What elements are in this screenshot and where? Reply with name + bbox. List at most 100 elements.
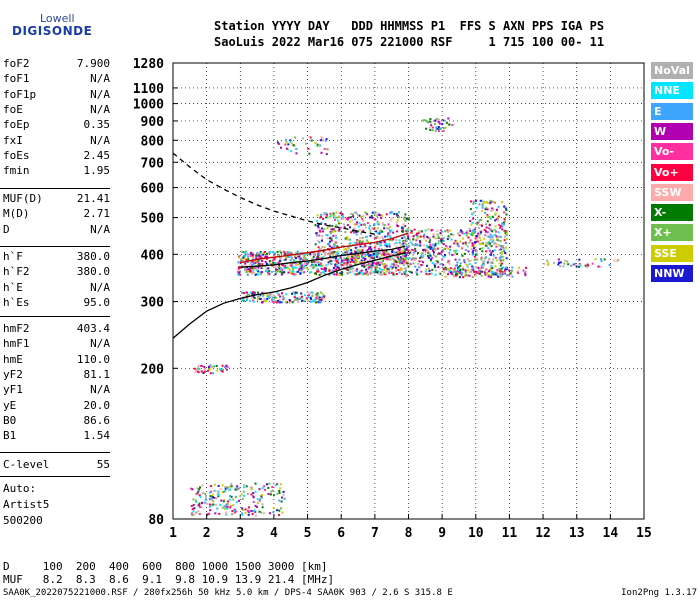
echo-point (409, 241, 412, 244)
echo-point (504, 269, 507, 272)
param-value: N/A (90, 383, 110, 397)
echo-point (477, 232, 480, 235)
echo-point (206, 369, 209, 372)
echo-point (425, 268, 428, 271)
echo-point (427, 252, 430, 255)
param-name: yF1 (3, 383, 23, 397)
echo-point (321, 292, 324, 295)
echo-point (256, 269, 259, 272)
echo-point (411, 232, 414, 235)
echo-point (406, 262, 409, 265)
echo-point (316, 143, 319, 146)
echo-point (267, 273, 270, 276)
echo-point (197, 504, 200, 507)
echo-point (316, 294, 319, 297)
echo-point (433, 254, 436, 257)
echo-point (316, 292, 319, 295)
echo-point (400, 257, 403, 260)
echo-point (311, 265, 314, 268)
echo-point (328, 250, 331, 253)
echo-point (457, 270, 460, 273)
echo-point (317, 270, 320, 273)
echo-point (422, 248, 425, 251)
echo-point (496, 270, 499, 273)
echo-point (360, 223, 363, 226)
echo-point (225, 506, 228, 509)
echo-point (463, 260, 466, 263)
echo-point (396, 214, 399, 217)
echo-point (195, 500, 198, 503)
echo-point (227, 503, 230, 506)
echo-point (333, 250, 336, 253)
echo-point (198, 513, 201, 516)
echo-point (600, 258, 603, 261)
echo-point (291, 270, 294, 273)
trace-x-trace (240, 232, 409, 264)
x-tick-label: 10 (468, 526, 484, 541)
echo-point (326, 237, 329, 240)
echo-point (370, 267, 373, 270)
x-tick-label: 3 (236, 526, 244, 541)
echo-point (343, 263, 346, 266)
param-name: foF1 (3, 72, 30, 86)
echo-point (454, 249, 457, 252)
echo-point (369, 254, 372, 257)
x-tick-label: 15 (636, 526, 652, 541)
echo-point (449, 248, 452, 251)
echo-point (307, 293, 310, 296)
echo-point (244, 257, 247, 260)
echo-point (374, 268, 377, 271)
echo-point (300, 295, 303, 298)
echo-point (447, 273, 450, 276)
echo-point (315, 301, 318, 304)
echo-point (243, 483, 246, 486)
echo-point (476, 253, 479, 256)
echo-point (481, 204, 484, 207)
x-axis-ticks: 1 2 3 4 5 6 7 8 9 10 11 12 13 14 15 (169, 514, 652, 541)
echo-point (442, 127, 445, 130)
echo-point (476, 235, 479, 238)
echo-point (394, 251, 397, 254)
echo-point (200, 364, 203, 367)
echo-point (264, 260, 267, 263)
echo-point (415, 243, 418, 246)
echo-point (355, 273, 358, 276)
echo-point (315, 257, 318, 260)
echo-point (522, 269, 525, 272)
echo-point (603, 258, 606, 261)
echo-point (320, 247, 323, 250)
echo-point (428, 272, 431, 275)
echo-point (297, 255, 300, 258)
echo-point (346, 249, 349, 252)
echo-point (386, 267, 389, 270)
echo-point (381, 254, 384, 257)
echo-point (194, 371, 197, 374)
echo-point (501, 228, 504, 231)
echo-point (491, 207, 494, 210)
echo-point (477, 266, 480, 269)
echo-point (409, 263, 412, 266)
echo-point (284, 252, 287, 255)
echo-point (369, 231, 372, 234)
echo-point (354, 218, 357, 221)
muf-row: MUF 8.2 8.3 8.6 9.1 9.8 10.9 13.9 21.4 [… (3, 573, 335, 586)
echo-point (300, 265, 303, 268)
echo-point (404, 213, 407, 216)
echo-point (422, 254, 425, 257)
echo-point (586, 265, 589, 268)
echo-point (424, 229, 427, 232)
echo-point (276, 268, 279, 271)
echo-point (511, 266, 514, 269)
echo-point (252, 500, 255, 503)
echo-point (436, 247, 439, 250)
echo-point (225, 364, 228, 367)
echo-point (244, 254, 247, 257)
echo-point (306, 299, 309, 302)
echo-point (383, 262, 386, 265)
echo-point (407, 218, 410, 221)
echo-point (208, 368, 211, 371)
echo-point (318, 298, 321, 301)
echo-point (388, 269, 391, 272)
echo-point (594, 258, 597, 261)
